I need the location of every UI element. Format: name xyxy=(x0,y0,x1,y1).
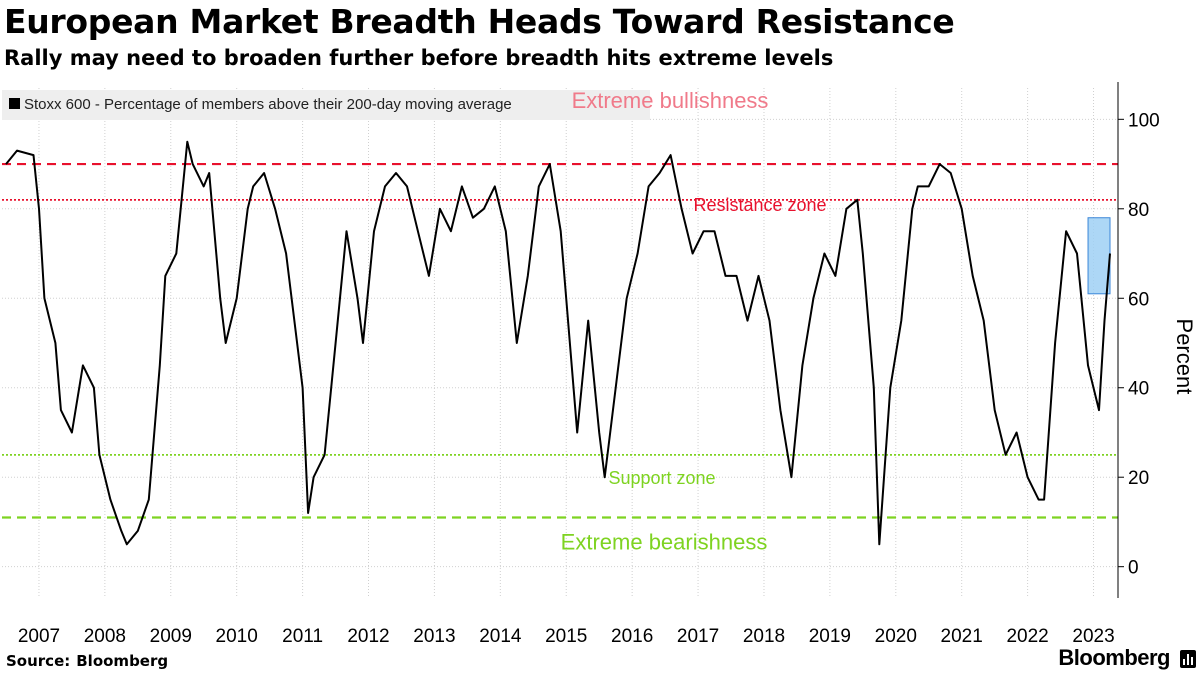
x-tick-label: 2020 xyxy=(875,626,917,647)
reference-labels: Extreme bullishness Resistance zone Suppor… xyxy=(561,88,827,554)
reference-label: Extreme bearishness xyxy=(561,529,768,554)
legend-swatch xyxy=(9,98,20,109)
reference-lines xyxy=(2,162,1118,519)
x-tick-label: 2014 xyxy=(479,626,522,647)
source-note: Source: Bloomberg xyxy=(6,652,168,670)
source-label: Source: xyxy=(6,652,71,670)
legend-series-label: Stoxx 600 - Percentage of members above … xyxy=(24,96,512,113)
x-tick-label: 2015 xyxy=(545,626,587,647)
series-line xyxy=(5,140,1111,546)
bloomberg-bars-icon xyxy=(1180,650,1196,668)
chart-title: European Market Breadth Heads Toward Res… xyxy=(4,2,955,41)
axes: 0 20 40 60 80 100 Percent 2007 2008 2009 2010 2011 2… xyxy=(18,82,1197,647)
y-tick-label: 40 xyxy=(1128,379,1149,400)
bloomberg-logo: Bloomberg xyxy=(1058,645,1170,670)
y-tick-label: 0 xyxy=(1128,558,1139,579)
y-tick-label: 100 xyxy=(1128,110,1160,131)
x-tick-label: 2011 xyxy=(282,626,323,647)
y-axis-title: Percent xyxy=(1172,319,1197,395)
x-tick-label: 2023 xyxy=(1072,626,1114,647)
y-tick-label: 20 xyxy=(1128,468,1149,489)
series-line-layer xyxy=(5,140,1111,546)
source-value: Bloomberg xyxy=(76,652,169,670)
x-tick-label: 2017 xyxy=(677,626,719,647)
x-tick-label: 2010 xyxy=(216,626,258,647)
x-tick-label: 2022 xyxy=(1006,626,1048,647)
legend-background xyxy=(2,90,650,120)
x-tick-label: 2021 xyxy=(941,626,983,647)
reference-label: Support zone xyxy=(608,468,715,488)
x-tick-label: 2012 xyxy=(347,626,389,647)
reference-label: Extreme bullishness xyxy=(572,88,769,113)
reference-label: Resistance zone xyxy=(693,195,826,215)
x-tick-label: 2018 xyxy=(743,626,785,647)
y-tick-label: 60 xyxy=(1128,289,1149,310)
legend: Stoxx 600 - Percentage of members above … xyxy=(2,90,650,120)
x-tick-label: 2009 xyxy=(150,626,192,647)
y-tick-label: 80 xyxy=(1128,200,1149,221)
x-tick-label: 2013 xyxy=(413,626,455,647)
x-tick-label: 2016 xyxy=(611,626,653,647)
x-tick-label: 2019 xyxy=(809,626,851,647)
chart-subtitle: Rally may need to broaden further before… xyxy=(4,46,834,70)
x-tick-label: 2008 xyxy=(84,626,126,647)
x-tick-label: 2007 xyxy=(18,626,60,647)
